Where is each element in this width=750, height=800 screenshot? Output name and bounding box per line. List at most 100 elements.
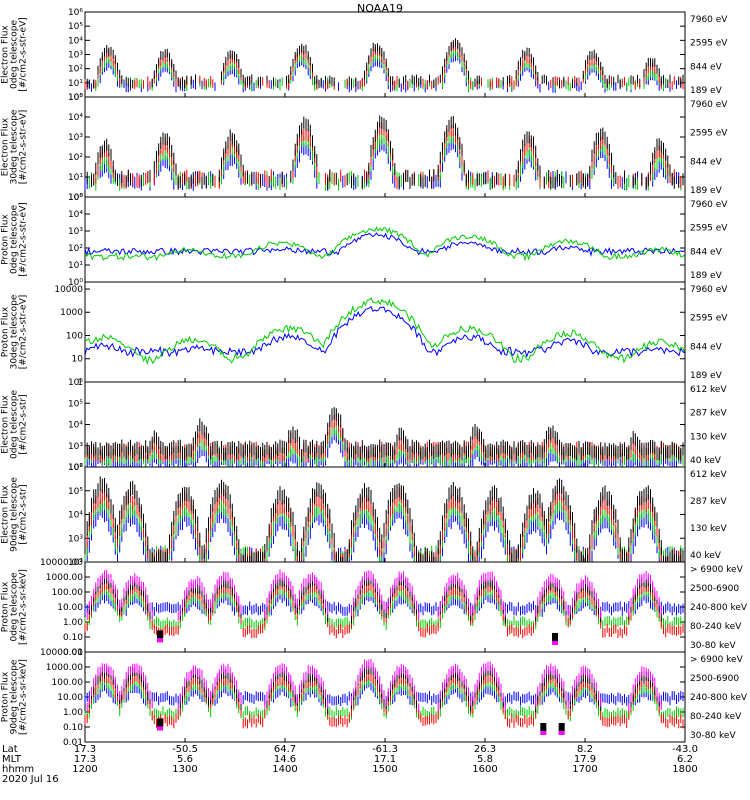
legend-entry: 287 keV	[690, 497, 727, 507]
legend-entry: 2500-6900	[690, 584, 739, 594]
y-tick-label: 10³	[68, 227, 83, 237]
y-tick-label: 10000.00	[40, 558, 83, 568]
y-axis-label: TEDProton Flux0deg telescope[#/cm2-s-str…	[0, 202, 29, 277]
legend-entry: 2595 eV	[690, 39, 728, 49]
xaxis-lat-value: 64.7	[274, 744, 296, 755]
y-axis-label-line: TED	[0, 45, 2, 64]
xaxis-mlt-value: 14.6	[274, 754, 296, 765]
y-axis-label: MEPEDProton Flux90deg telescope[#/cm2-s-…	[0, 659, 29, 735]
y-tick-label: 10²	[68, 244, 83, 254]
legend-entry: 612 keV	[690, 385, 727, 395]
y-axis-label-line: 0deg telescope	[10, 205, 20, 275]
y-tick-label: 1000	[60, 308, 83, 318]
panel-frame	[84, 651, 686, 743]
xaxis-lat-value: -50.5	[172, 744, 198, 755]
y-axis-label: TEDProton Flux30deg telescope[#/cm2-s-st…	[0, 294, 29, 369]
legend-entry: 130 keV	[690, 432, 727, 442]
marker	[157, 630, 163, 639]
y-axis-label-line: Proton Flux	[1, 214, 11, 265]
panel-frame	[84, 11, 686, 98]
marker	[157, 718, 163, 727]
marker-high	[157, 638, 163, 643]
y-tick-label: 10³	[68, 534, 83, 544]
legend-entry: > 6900 keV	[690, 565, 744, 575]
y-axis-label: MEPEDElectron Flux0deg telescope[#/cm2-s…	[0, 390, 29, 460]
legend-entry: 189 eV	[690, 86, 723, 96]
marker-high	[558, 731, 565, 735]
xaxis-row-label-lat: Lat	[2, 744, 18, 755]
y-tick-label: 10²	[68, 463, 83, 473]
y-axis-label-line: TED	[0, 230, 2, 249]
y-tick-label: 0.10	[63, 633, 83, 643]
legend-entry: 240-800 keV	[690, 693, 748, 703]
xaxis-mlt-value: 6.2	[677, 754, 693, 765]
legend-entry: 2595 eV	[690, 129, 728, 139]
y-axis-label-line: MEPED	[0, 409, 2, 441]
legend-entry: 7960 eV	[690, 15, 728, 25]
panel-frame	[84, 466, 686, 563]
y-axis-label-line: 30deg telescope	[10, 294, 20, 369]
y-tick-label: 10²	[68, 153, 83, 163]
panel-ted-p-0: 10⁰ 10¹ 10² 10³ 10⁴ 10⁵ TEDProton Flux0deg tel…	[0, 193, 728, 288]
xaxis-lat-value: -43.0	[672, 744, 698, 755]
marker	[558, 723, 565, 731]
xaxis-hhmm-value: 1300	[172, 764, 197, 775]
y-axis-label-line: Electron Flux	[1, 25, 11, 84]
y-axis-label-line: Electron Flux	[1, 485, 11, 544]
y-axis-label-line: [#/cm2-s-sr-keV]	[19, 569, 29, 645]
y-axis-label-line: 90deg telescope	[10, 477, 20, 552]
xaxis-lat-value: 8.2	[577, 744, 593, 755]
x-axis-labels: Lat MLT hhmm 2020 Jul 16 17.3 -50.5 64.7 -6…	[2, 744, 698, 785]
y-tick-label: 10²	[68, 558, 83, 568]
y-tick-label: 10⁰	[68, 278, 83, 288]
series-1-marks	[84, 41, 684, 90]
legend-entry: 844 eV	[690, 247, 723, 257]
y-axis-label-line: Proton Flux	[1, 306, 11, 357]
y-axis-label-line: Proton Flux	[1, 671, 11, 722]
series-0-marks	[86, 115, 684, 189]
y-axis-label-line: MEPED	[0, 499, 2, 531]
legend-entry: 30-80 keV	[690, 731, 736, 741]
marker-high	[552, 641, 558, 645]
legend-entry: 7960 eV	[690, 100, 728, 110]
panel-frame	[84, 196, 686, 283]
legend-entry: 189 eV	[690, 371, 723, 381]
y-tick-label: 1.00	[63, 708, 83, 718]
panel-ted-e-30: 10⁰ 10¹ 10² 10³ 10⁴ 10⁵ TEDElectron Flux30deg …	[0, 93, 728, 203]
panel-ted-p-30: 1 10 100 1000 10000 TEDProton Flux30deg teles…	[0, 281, 728, 388]
y-axis-label-line: [#/cm2-s-str-eV]	[19, 295, 29, 370]
y-tick-label: 0.01	[63, 738, 83, 748]
y-axis-label-line: [#/cm2-s-str-eV]	[19, 202, 29, 277]
y-tick-label: 10⁵	[68, 399, 83, 409]
y-tick-label: 10⁴	[68, 511, 83, 521]
y-axis-label-line: Electron Flux	[1, 117, 11, 176]
y-tick-label: 10³	[68, 442, 83, 452]
legend-entry: 189 eV	[690, 271, 723, 281]
y-axis-label: MEPEDProton Flux0deg telescope[#/cm2-s-s…	[0, 569, 29, 645]
y-tick-label: 1	[77, 378, 83, 388]
xaxis-hhmm-value: 1700	[572, 764, 597, 775]
y-axis-label-line: 0deg telescope	[10, 390, 20, 460]
y-axis-label-line: Proton Flux	[1, 581, 11, 632]
xaxis-lat-value: -61.3	[372, 744, 398, 755]
panel-frame	[84, 381, 686, 468]
legend-entry: 2595 eV	[690, 314, 728, 324]
legend-entry: 612 keV	[690, 470, 727, 480]
panel-frame	[84, 96, 686, 198]
panel-ted-e-0: 10⁰ 10¹ 10² 10³ 10⁴ 10⁵ 10⁶ TEDElectron Flux0de…	[0, 8, 728, 103]
legend-entry: > 6900 keV	[690, 655, 744, 665]
y-tick-label: 10⁶	[68, 8, 83, 18]
y-tick-label: 10000.00	[40, 648, 83, 658]
xaxis-mlt-value: 5.8	[477, 754, 493, 765]
xaxis-row-label-mlt: MLT	[2, 754, 22, 765]
date-label: 2020 Jul 16	[2, 774, 59, 785]
y-tick-label: 100	[66, 331, 83, 341]
series-3-marks	[84, 305, 685, 358]
xaxis-lat-value: 26.3	[474, 744, 496, 755]
y-axis-label-line: [#/cm2-s-str-eV]	[19, 17, 29, 92]
series-0-marks	[86, 38, 684, 89]
y-tick-label: 1.00	[63, 618, 83, 628]
legend-entry: 40 keV	[690, 551, 722, 561]
panel-meped-e-0: 10² 10³ 10⁴ 10⁵ 10⁶ MEPEDElectron Flux0deg te…	[0, 378, 727, 473]
